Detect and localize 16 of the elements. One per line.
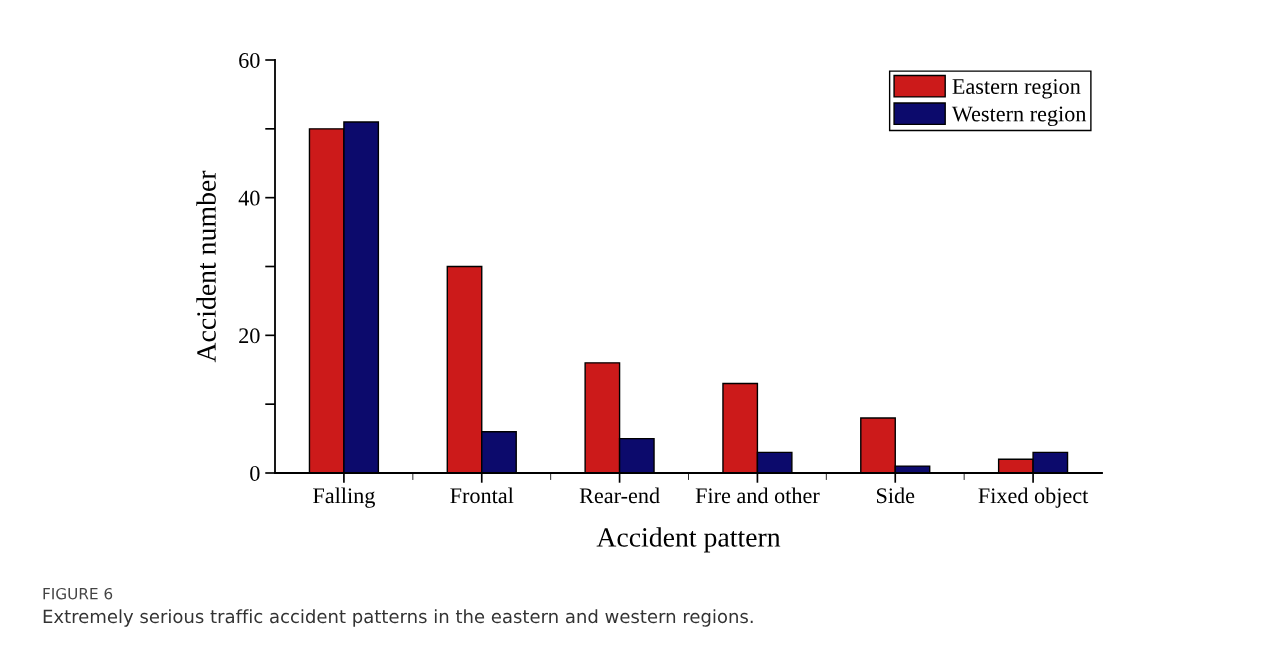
y-axis-title: Accident number <box>196 170 216 363</box>
x-tick-label: Fire and other <box>695 487 820 504</box>
x-tick-label: Side <box>876 487 915 504</box>
y-tick-label: 60 <box>239 52 260 68</box>
legend-label: Eastern region <box>952 79 1081 99</box>
caption: FIGURE 6 <box>43 587 113 600</box>
x-axis-title: Accident pattern <box>596 527 781 553</box>
text: Extremely serious traffic accident patterns in the eastern and western regions. <box>43 609 753 627</box>
y-tick-label: 0 <box>250 465 260 481</box>
y-tick-label: 20 <box>239 328 260 344</box>
x-tick-label: Falling <box>313 487 375 508</box>
y-tick-label: 40 <box>238 190 260 206</box>
x-tick-label: Rear-end <box>579 487 660 504</box>
x-tick-label: Fixed object <box>978 487 1089 508</box>
legend-label: Western region <box>951 106 1087 127</box>
x-tick-label: Frontal <box>450 487 514 504</box>
